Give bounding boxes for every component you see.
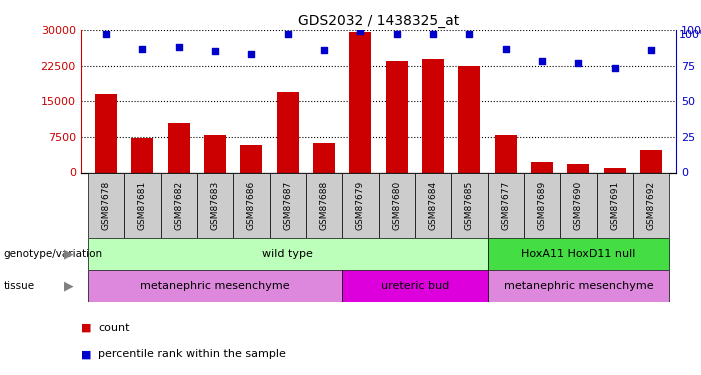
- Point: [464, 31, 475, 37]
- Text: ▶: ▶: [64, 248, 74, 261]
- Bar: [597, 172, 633, 238]
- Bar: [386, 61, 407, 172]
- Text: GSM87690: GSM87690: [574, 181, 583, 230]
- Text: GSM87686: GSM87686: [247, 181, 256, 230]
- Bar: [495, 135, 517, 172]
- Text: GSM87683: GSM87683: [210, 181, 219, 230]
- Text: count: count: [98, 323, 130, 333]
- Bar: [277, 92, 299, 172]
- Bar: [270, 172, 306, 238]
- Bar: [451, 172, 487, 238]
- Text: GSM87688: GSM87688: [320, 181, 329, 230]
- Bar: [531, 162, 553, 172]
- Bar: [204, 135, 226, 172]
- Bar: [342, 172, 379, 238]
- Bar: [487, 270, 669, 302]
- Bar: [568, 164, 590, 172]
- Point: [609, 66, 620, 72]
- Bar: [640, 150, 662, 172]
- Text: genotype/variation: genotype/variation: [4, 249, 102, 259]
- Bar: [88, 270, 342, 302]
- Bar: [379, 172, 415, 238]
- Bar: [487, 172, 524, 238]
- Bar: [604, 168, 625, 172]
- Text: wild type: wild type: [262, 249, 313, 259]
- Bar: [132, 138, 154, 172]
- Bar: [313, 143, 335, 172]
- Text: GSM87691: GSM87691: [610, 181, 619, 230]
- Bar: [560, 172, 597, 238]
- Bar: [487, 238, 669, 270]
- Text: GSM87681: GSM87681: [138, 181, 147, 230]
- Point: [100, 31, 111, 37]
- Point: [391, 31, 402, 37]
- Point: [355, 28, 366, 34]
- Point: [428, 31, 439, 37]
- Point: [282, 31, 293, 37]
- Bar: [350, 32, 372, 172]
- Text: 100%: 100%: [679, 30, 701, 40]
- Text: GSM87685: GSM87685: [465, 181, 474, 230]
- Text: ■: ■: [81, 350, 95, 359]
- Text: ureteric bud: ureteric bud: [381, 281, 449, 291]
- Point: [500, 45, 511, 51]
- Point: [173, 44, 184, 50]
- Point: [536, 58, 547, 64]
- Text: tissue: tissue: [4, 281, 34, 291]
- Text: metanephric mesenchyme: metanephric mesenchyme: [140, 281, 290, 291]
- Text: GSM87692: GSM87692: [646, 181, 655, 230]
- Title: GDS2032 / 1438325_at: GDS2032 / 1438325_at: [298, 13, 459, 28]
- Bar: [306, 172, 342, 238]
- Point: [246, 51, 257, 57]
- Bar: [524, 172, 560, 238]
- Bar: [197, 172, 233, 238]
- Bar: [161, 172, 197, 238]
- Text: percentile rank within the sample: percentile rank within the sample: [98, 350, 286, 359]
- Text: GSM87689: GSM87689: [538, 181, 547, 230]
- Bar: [415, 172, 451, 238]
- Text: GSM87680: GSM87680: [392, 181, 401, 230]
- Bar: [233, 172, 270, 238]
- Point: [573, 60, 584, 66]
- Point: [318, 47, 329, 53]
- Text: GSM87679: GSM87679: [356, 181, 365, 230]
- Bar: [240, 145, 262, 172]
- Text: GSM87677: GSM87677: [501, 181, 510, 230]
- Point: [210, 48, 221, 54]
- Bar: [95, 94, 117, 172]
- Bar: [342, 270, 487, 302]
- Text: GSM87678: GSM87678: [102, 181, 111, 230]
- Bar: [633, 172, 669, 238]
- Text: ■: ■: [81, 323, 95, 333]
- Point: [137, 45, 148, 51]
- Bar: [88, 238, 487, 270]
- Text: ▶: ▶: [64, 279, 74, 292]
- Text: GSM87682: GSM87682: [175, 181, 183, 230]
- Text: metanephric mesenchyme: metanephric mesenchyme: [503, 281, 653, 291]
- Bar: [168, 123, 189, 172]
- Text: HoxA11 HoxD11 null: HoxA11 HoxD11 null: [521, 249, 636, 259]
- Text: GSM87687: GSM87687: [283, 181, 292, 230]
- Bar: [124, 172, 161, 238]
- Bar: [422, 60, 444, 172]
- Bar: [458, 66, 480, 172]
- Point: [646, 47, 657, 53]
- Bar: [88, 172, 124, 238]
- Text: GSM87684: GSM87684: [428, 181, 437, 230]
